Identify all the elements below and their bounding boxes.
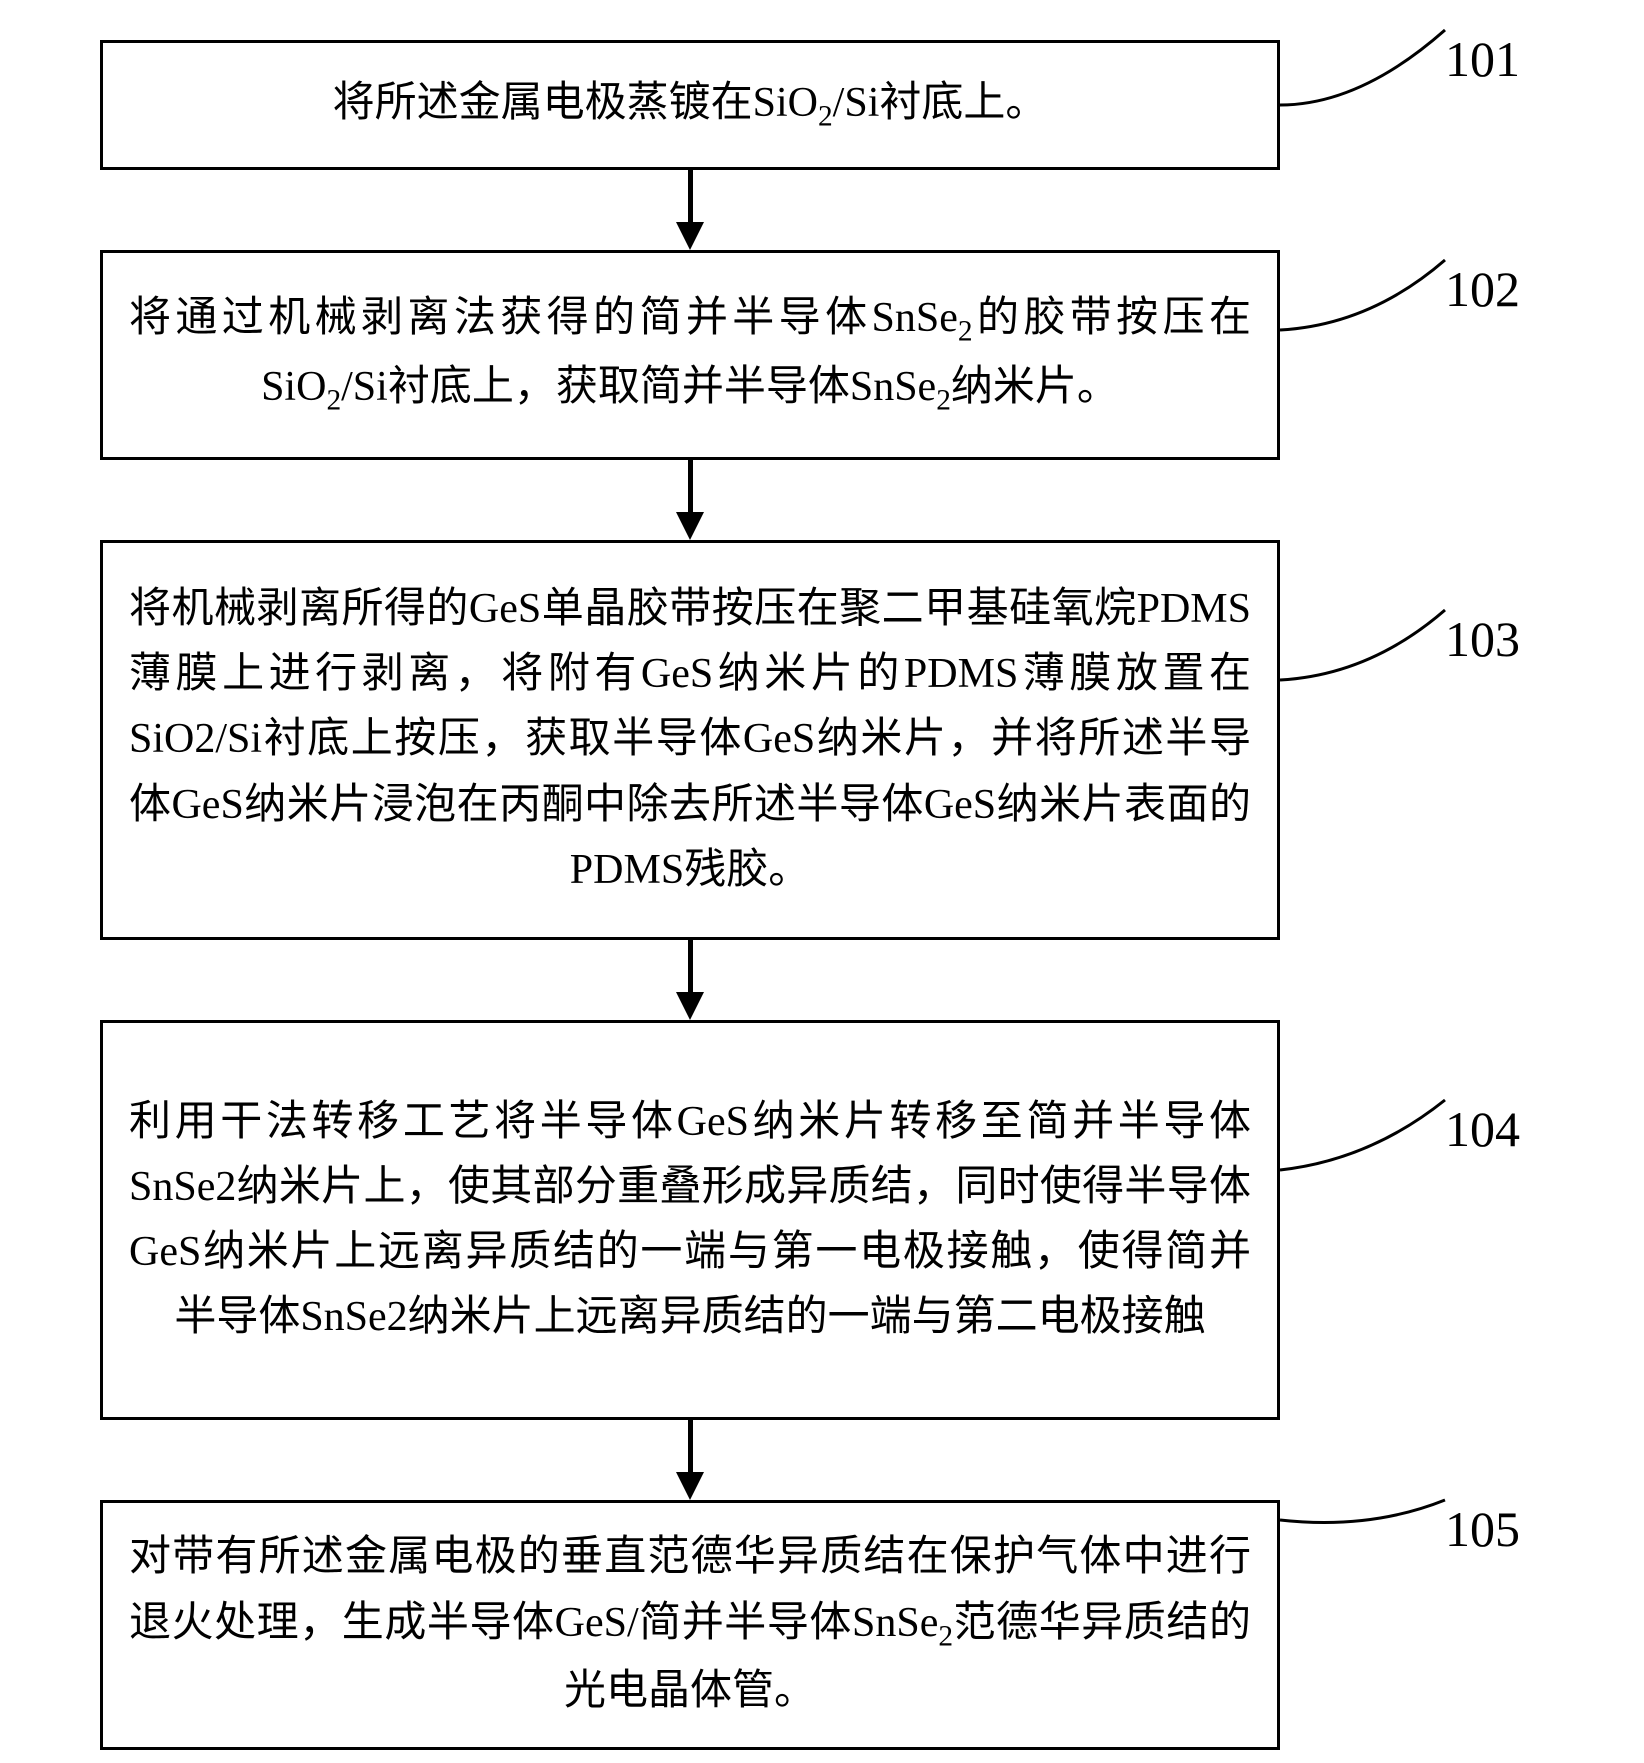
step-label-104: 104 bbox=[1445, 1100, 1520, 1158]
step-box-104: 利用干法转移工艺将半导体GeS纳米片转移至简并半导体SnSe2纳米片上，使其部分… bbox=[100, 1020, 1280, 1420]
step-label-105: 105 bbox=[1445, 1500, 1520, 1558]
arrow-head-4 bbox=[676, 1472, 704, 1500]
step-text-105: 对带有所述金属电极的垂直范德华异质结在保护气体中进行退火处理，生成半导体GeS/… bbox=[129, 1525, 1251, 1724]
step-text-104: 利用干法转移工艺将半导体GeS纳米片转移至简并半导体SnSe2纳米片上，使其部分… bbox=[129, 1090, 1251, 1350]
arrow-line-1 bbox=[688, 170, 693, 222]
step-box-102: 将通过机械剥离法获得的简并半导体SnSe2的胶带按压在SiO2/Si衬底上，获取… bbox=[100, 250, 1280, 460]
step-text-101: 将所述金属电极蒸镀在SiO2/Si衬底上。 bbox=[333, 71, 1048, 140]
step-text-102: 将通过机械剥离法获得的简并半导体SnSe2的胶带按压在SiO2/Si衬底上，获取… bbox=[129, 286, 1251, 424]
arrow-head-3 bbox=[676, 992, 704, 1020]
step-label-101: 101 bbox=[1445, 30, 1520, 88]
step-label-102: 102 bbox=[1445, 260, 1520, 318]
step-box-101: 将所述金属电极蒸镀在SiO2/Si衬底上。 bbox=[100, 40, 1280, 170]
arrow-line-2 bbox=[688, 460, 693, 512]
arrow-head-1 bbox=[676, 222, 704, 250]
step-box-103: 将机械剥离所得的GeS单晶胶带按压在聚二甲基硅氧烷PDMS薄膜上进行剥离，将附有… bbox=[100, 540, 1280, 940]
arrow-line-4 bbox=[688, 1420, 693, 1472]
step-text-103: 将机械剥离所得的GeS单晶胶带按压在聚二甲基硅氧烷PDMS薄膜上进行剥离，将附有… bbox=[129, 577, 1251, 902]
arrow-head-2 bbox=[676, 512, 704, 540]
step-box-105: 对带有所述金属电极的垂直范德华异质结在保护气体中进行退火处理，生成半导体GeS/… bbox=[100, 1500, 1280, 1750]
flowchart-canvas: 将所述金属电极蒸镀在SiO2/Si衬底上。 101 将通过机械剥离法获得的简并半… bbox=[0, 0, 1644, 1763]
arrow-line-3 bbox=[688, 940, 693, 992]
step-label-103: 103 bbox=[1445, 610, 1520, 668]
